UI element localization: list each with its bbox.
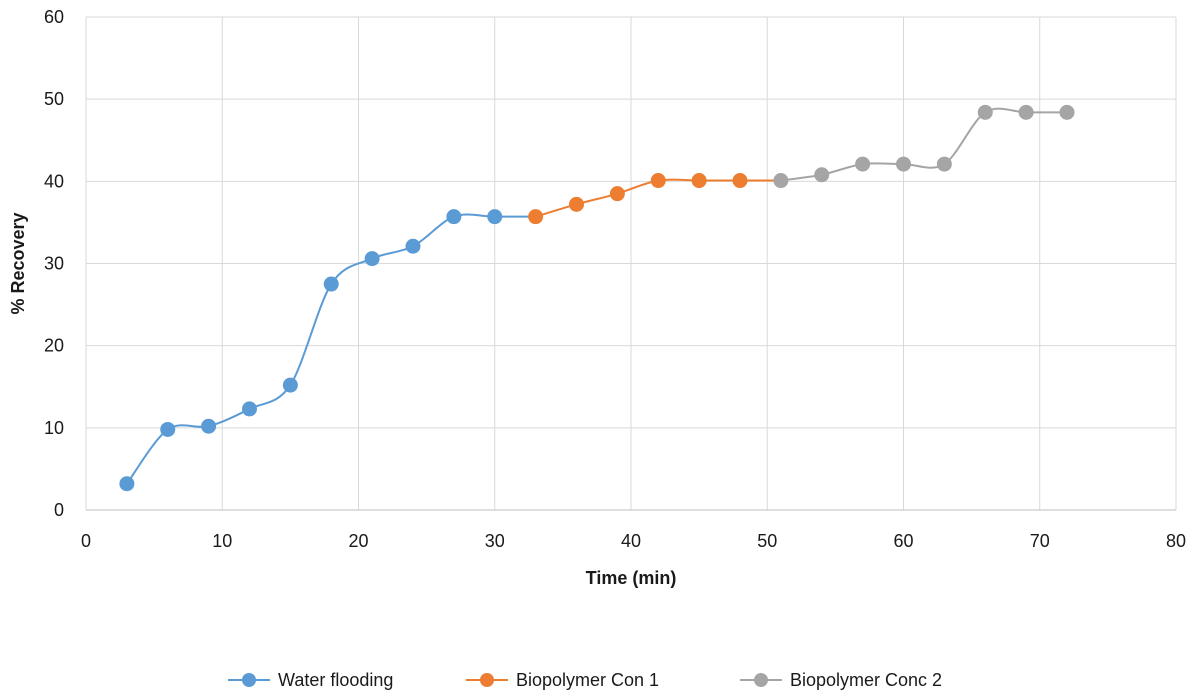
data-point bbox=[773, 173, 789, 189]
data-point bbox=[814, 167, 830, 183]
data-point bbox=[1018, 104, 1034, 120]
data-point bbox=[855, 156, 871, 172]
y-tick-labels: 0 10 20 30 40 50 60 bbox=[44, 7, 64, 520]
data-point bbox=[691, 173, 707, 189]
series-line bbox=[126, 213, 536, 485]
data-point bbox=[405, 238, 421, 254]
series-layer bbox=[119, 104, 1075, 492]
legend-marker bbox=[480, 673, 494, 687]
series-1 bbox=[119, 209, 536, 492]
legend-marker bbox=[242, 673, 256, 687]
x-tick-label: 20 bbox=[348, 531, 368, 551]
data-point bbox=[1059, 104, 1075, 120]
data-point bbox=[609, 186, 625, 202]
x-tick-label: 40 bbox=[621, 531, 641, 551]
legend-label: Water flooding bbox=[278, 670, 393, 690]
data-point bbox=[160, 421, 176, 437]
x-tick-label: 60 bbox=[893, 531, 913, 551]
data-point bbox=[119, 476, 135, 492]
series-2 bbox=[528, 173, 781, 225]
x-tick-label: 80 bbox=[1166, 531, 1186, 551]
y-tick-label: 10 bbox=[44, 418, 64, 438]
x-tick-label: 30 bbox=[485, 531, 505, 551]
data-point bbox=[487, 209, 503, 225]
legend-item: Biopolymer Con 1 bbox=[466, 670, 659, 690]
y-tick-label: 20 bbox=[44, 336, 64, 356]
legend-item: Biopolymer Conc 2 bbox=[740, 670, 942, 690]
x-tick-label: 0 bbox=[81, 531, 91, 551]
data-point bbox=[242, 401, 257, 417]
legend: Water flooding Biopolymer Con 1 Biopolymer… bbox=[228, 670, 942, 690]
data-point bbox=[323, 276, 339, 292]
data-point bbox=[528, 209, 544, 225]
x-axis-title: Time (min) bbox=[586, 568, 677, 588]
x-tick-label: 70 bbox=[1030, 531, 1050, 551]
data-point bbox=[364, 251, 380, 267]
y-tick-label: 40 bbox=[44, 171, 64, 191]
legend-label: Biopolymer Conc 2 bbox=[790, 670, 942, 690]
legend-marker bbox=[754, 673, 768, 687]
data-point bbox=[936, 156, 952, 172]
x-tick-labels: 0 10 20 30 40 50 60 70 80 bbox=[81, 531, 1186, 551]
grid bbox=[85, 16, 1177, 511]
y-tick-label: 60 bbox=[44, 7, 64, 27]
data-point bbox=[732, 173, 748, 189]
x-tick-label: 10 bbox=[212, 531, 232, 551]
y-tick-label: 50 bbox=[44, 89, 64, 109]
data-point bbox=[201, 418, 217, 434]
data-point bbox=[569, 196, 584, 212]
y-tick-label: 30 bbox=[44, 254, 64, 274]
legend-label: Biopolymer Con 1 bbox=[516, 670, 659, 690]
series-3 bbox=[773, 104, 1075, 189]
data-point bbox=[896, 156, 911, 172]
data-point bbox=[446, 209, 462, 225]
data-point bbox=[282, 377, 298, 393]
y-axis-title: % Recovery bbox=[8, 212, 28, 314]
y-tick-label: 0 bbox=[54, 500, 64, 520]
data-point bbox=[977, 104, 993, 120]
legend-item: Water flooding bbox=[228, 670, 393, 690]
data-point bbox=[650, 173, 666, 189]
x-tick-label: 50 bbox=[757, 531, 777, 551]
